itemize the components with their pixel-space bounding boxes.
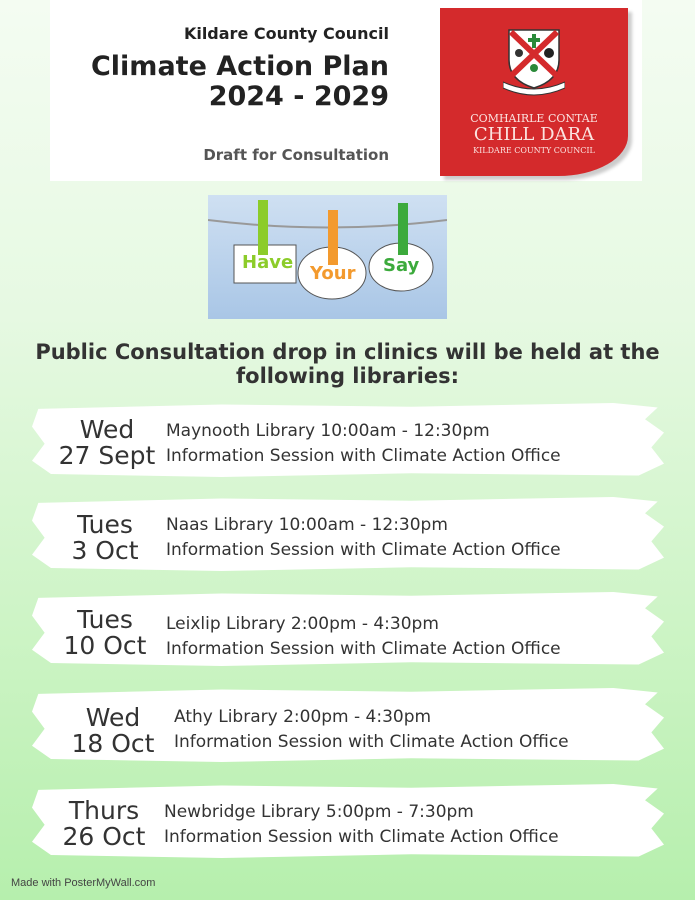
crest-icon (503, 29, 565, 96)
have-word: Have (242, 252, 294, 273)
plan-subtitle: Draft for Consultation (203, 146, 389, 164)
say-word: Say (383, 255, 420, 276)
logo-irish-name: CHILL DARA (473, 124, 595, 145)
your-word: Your (310, 263, 356, 284)
clinic-band (32, 592, 664, 666)
clinics-heading: Public Consultation drop in clinics will… (35, 340, 660, 388)
council-name: Kildare County Council (183, 24, 389, 43)
plan-title: Climate Action Plan 2024 - 2029 (90, 51, 389, 112)
clinic-date: Wed 27 Sept (58, 415, 156, 470)
clinic-info: Athy Library 2:00pm - 4:30pm Information … (174, 707, 569, 752)
council-logo: COMHAIRLE CONTAE CHILL DARA KILDARE COUN… (440, 8, 628, 176)
clinic-band (32, 497, 664, 571)
clinic-band (32, 403, 664, 477)
footer-credit: Made with PosterMyWall.com (11, 877, 156, 889)
logo-irish-line: COMHAIRLE CONTAE (470, 112, 598, 125)
clinic-info: Maynooth Library 10:00am - 12:30pm Inform… (166, 421, 561, 466)
logo-english-name: KILDARE COUNTY COUNCIL (473, 146, 595, 155)
clinic-date: Thurs 26 Oct (62, 796, 146, 851)
clinic-band (32, 688, 664, 762)
clinic-info: Leixlip Library 2:00pm - 4:30pm Informati… (166, 614, 561, 659)
clinic-band (32, 784, 664, 858)
clinic-date: Tues 10 Oct (63, 605, 147, 660)
clinic-date: Tues 3 Oct (71, 510, 139, 565)
clinic-date: Wed 18 Oct (71, 703, 155, 758)
have-your-say-image: Have Your Say (208, 195, 447, 319)
clinic-info: Naas Library 10:00am - 12:30pm Informatio… (166, 515, 561, 560)
clinic-info: Newbridge Library 5:00pm - 7:30pm Informa… (164, 802, 559, 847)
